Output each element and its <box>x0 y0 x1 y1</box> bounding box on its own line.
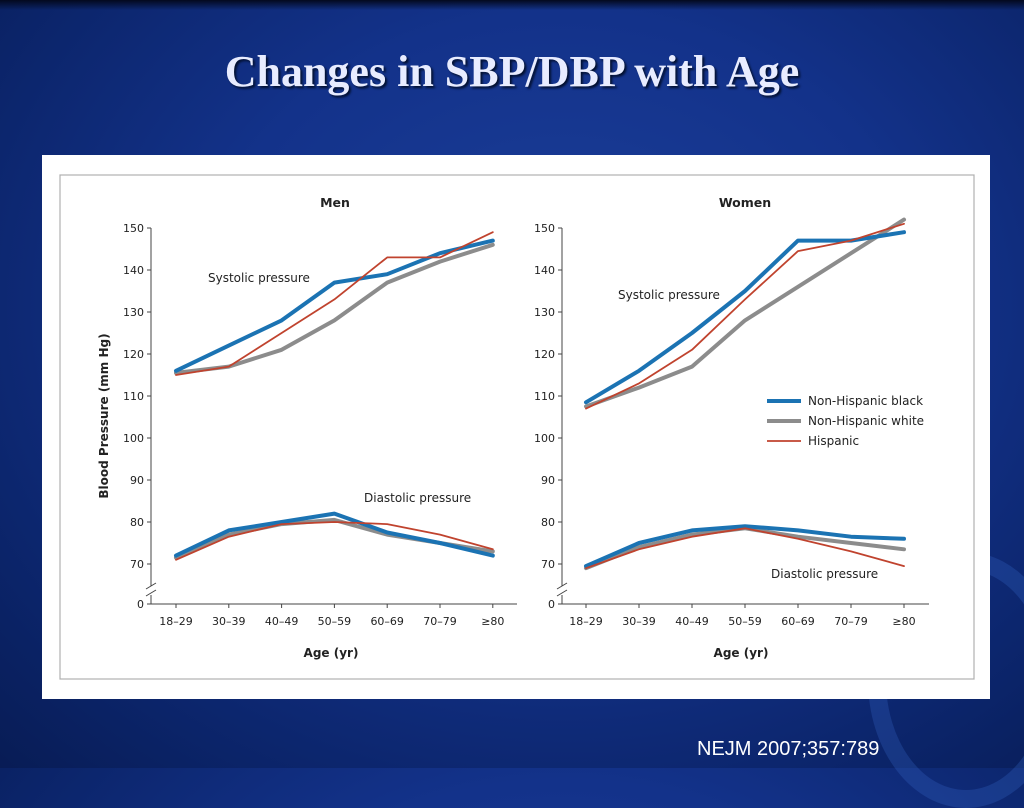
x-tick-label: 40–49 <box>265 615 299 628</box>
figure-card: Men 0 70 80 90 100 110 120 130 140 150 18–29 30–39 40… <box>42 155 990 699</box>
x-tick-label: ≥80 <box>892 615 915 628</box>
y-tick-label: 120 <box>534 348 555 361</box>
x-tick-label: 30–39 <box>212 615 246 628</box>
series-line-hispanic-diastolic <box>175 521 494 561</box>
legend-label-non-hispanic-white: Non-Hispanic white <box>808 414 924 428</box>
y-tick-label: 150 <box>123 222 144 235</box>
x-tick-label: 50–59 <box>318 615 352 628</box>
y-tick-label: 80 <box>130 516 144 529</box>
series-line-non-hispanic-black-systolic <box>584 230 906 405</box>
annotation-diastolic: Diastolic pressure <box>364 491 471 505</box>
series-line-non-hispanic-white-systolic <box>174 242 495 375</box>
y-tick-label: 70 <box>541 558 555 571</box>
series-line-hispanic-systolic <box>585 222 905 410</box>
annotation-systolic: Systolic pressure <box>618 288 720 302</box>
y-tick-label: 90 <box>130 474 144 487</box>
y-tick-label: 150 <box>534 222 555 235</box>
x-tick-label: 70–79 <box>834 615 868 628</box>
x-axis-label: Age (yr) <box>304 646 359 660</box>
x-tick-label: 40–49 <box>675 615 709 628</box>
figure-svg: Men 0 70 80 90 100 110 120 130 140 150 18–29 30–39 40… <box>59 174 975 680</box>
x-tick-label: 60–69 <box>370 615 404 628</box>
series-line-non-hispanic-black-diastolic <box>174 511 495 558</box>
y-tick-label: 140 <box>534 264 555 277</box>
y-tick-label: 130 <box>123 306 144 319</box>
x-tick-label: 18–29 <box>159 615 193 628</box>
axis-break-mark <box>556 582 568 590</box>
figure-frame <box>59 174 975 680</box>
x-tick-label: 50–59 <box>728 615 762 628</box>
series-line-non-hispanic-black-diastolic <box>584 524 906 569</box>
series-line-non-hispanic-black-systolic <box>174 238 495 373</box>
axis-break-mark <box>145 589 157 597</box>
y-tick-label: 100 <box>534 432 555 445</box>
x-axis-label: Age (yr) <box>714 646 769 660</box>
top-shadow-band <box>0 0 1024 10</box>
y-tick-label: 110 <box>123 390 144 403</box>
panel-title-women: Women <box>719 195 771 210</box>
series-line-non-hispanic-white-systolic <box>584 217 906 409</box>
y-tick-label: 90 <box>541 474 555 487</box>
y-tick-label: 110 <box>534 390 555 403</box>
annotation-diastolic: Diastolic pressure <box>771 567 878 581</box>
y-tick-label: 130 <box>534 306 555 319</box>
y-tick-label: 0 <box>548 598 555 611</box>
y-axis-label: Blood Pressure (mm Hg) <box>97 333 111 498</box>
y-tick-label: 100 <box>123 432 144 445</box>
x-tick-label: 30–39 <box>622 615 656 628</box>
axis-break-mark <box>556 589 568 597</box>
y-tick-label: 70 <box>130 558 144 571</box>
series-line-hispanic-diastolic <box>585 527 905 570</box>
slide-title: Changes in SBP/DBP with Age <box>224 47 800 96</box>
panel-title-men: Men <box>320 195 350 210</box>
y-tick-label: 0 <box>137 598 144 611</box>
axis-break-mark <box>145 582 157 590</box>
x-tick-label: 18–29 <box>569 615 603 628</box>
x-tick-label: 70–79 <box>423 615 457 628</box>
legend-label-hispanic: Hispanic <box>808 434 859 448</box>
legend-label-non-hispanic-black: Non-Hispanic black <box>808 394 923 408</box>
series-line-non-hispanic-white-diastolic <box>584 526 906 571</box>
y-tick-label: 120 <box>123 348 144 361</box>
series-line-hispanic-systolic <box>175 231 494 376</box>
y-tick-label: 140 <box>123 264 144 277</box>
annotation-systolic: Systolic pressure <box>208 271 310 285</box>
citation: NEJM 2007;357:789 <box>697 738 880 760</box>
y-tick-label: 80 <box>541 516 555 529</box>
x-tick-label: ≥80 <box>481 615 504 628</box>
x-tick-label: 60–69 <box>781 615 815 628</box>
